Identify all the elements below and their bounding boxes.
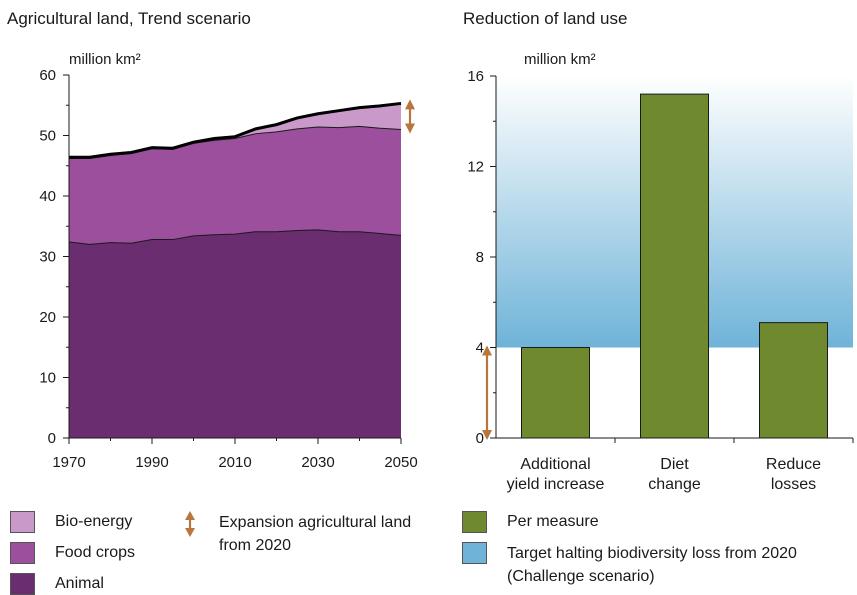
legend-target: Target halting biodiversity loss from 20…: [462, 542, 857, 588]
right-y-tick-label: 0: [476, 430, 484, 447]
right-y-tick-label: 12: [467, 159, 484, 176]
right-y-tick-label: 16: [467, 68, 484, 85]
right-bar-chart: 0 4 8 12 16 million km² Additional yield increa…: [467, 51, 854, 493]
bar: [640, 93, 709, 439]
bar: [759, 322, 828, 439]
per-measure-swatch: [462, 511, 487, 533]
legend-animal: Animal: [10, 573, 104, 595]
left-chart-title: Agricultural land, Trend scenario: [7, 9, 251, 28]
left-y-tick-label: 10: [39, 370, 56, 387]
expansion-arrow-head-up: [405, 99, 415, 110]
legend-bio-energy-label: Bio-energy: [55, 513, 133, 530]
left-x-tick-label: 2010: [218, 454, 251, 471]
right-y-axis-label: million km²: [524, 51, 596, 68]
legend-food-crops: Food crops: [10, 542, 135, 564]
legend-animal-label: Animal: [55, 575, 104, 592]
legend-per-measure-label: Per measure: [507, 513, 599, 530]
total-land-line: [69, 101, 402, 159]
category-label: Diet: [660, 456, 689, 473]
bar: [521, 347, 590, 439]
legend-target-label: Target halting biodiversity loss from 20…: [507, 545, 797, 585]
left-x-tick-label: 2030: [301, 454, 334, 471]
double-arrow-icon: [185, 511, 195, 537]
area-animal: [69, 229, 401, 438]
legend-expansion-label: Expansion agricultural land from 2020: [219, 514, 412, 554]
right-y-tick-label: 4: [476, 340, 484, 357]
target-arrow-head-down: [482, 430, 492, 440]
area-food-crops: [69, 126, 401, 245]
legend-per-measure: Per measure: [462, 511, 599, 533]
bio-energy-swatch: [10, 511, 35, 533]
area-bio-energy: [69, 103, 401, 159]
food-crops-swatch: [10, 542, 35, 564]
left-y-tick-label: 50: [39, 128, 56, 145]
left-x-tick-label: 1970: [52, 454, 85, 471]
category-label: Reduce: [766, 456, 821, 473]
right-y-tick-label: 8: [476, 249, 484, 266]
left-y-tick-label: 40: [39, 188, 56, 205]
left-x-tick-label: 1990: [135, 454, 168, 471]
category-label: yield increase: [507, 476, 605, 493]
right-chart-title: Reduction of land use: [463, 9, 628, 28]
legend-food-crops-label: Food crops: [55, 544, 136, 561]
expansion-arrow-head-down: [405, 123, 415, 134]
legend-bio-energy: Bio-energy: [10, 511, 132, 533]
legend-expansion: Expansion agricultural land from 2020: [183, 511, 419, 557]
target-arrow-head-up: [482, 345, 492, 356]
left-y-axis-label: million km²: [69, 51, 141, 68]
left-y-tick-label: 20: [39, 309, 56, 326]
left-y-tick-label: 0: [48, 430, 56, 447]
left-y-tick-label: 60: [39, 67, 56, 84]
target-swatch: [462, 542, 487, 564]
category-label: Additional: [520, 456, 590, 473]
left-y-tick-label: 30: [39, 249, 56, 266]
left-x-tick-label: 2050: [384, 454, 417, 471]
category-label: change: [648, 476, 701, 493]
category-label: losses: [771, 476, 816, 493]
animal-boundary-line: [68, 229, 402, 245]
animal-swatch: [10, 573, 35, 595]
